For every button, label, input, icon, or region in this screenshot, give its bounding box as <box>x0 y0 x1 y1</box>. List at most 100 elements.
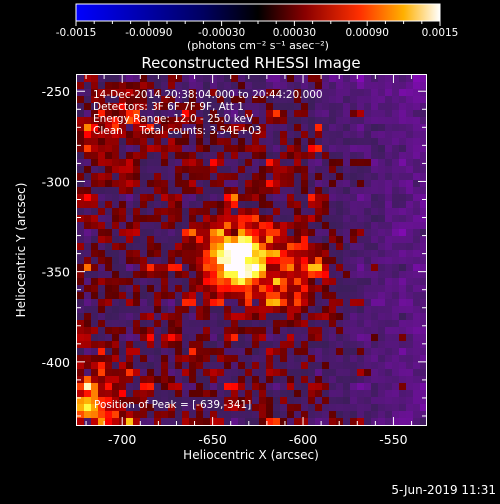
heatmap-cell <box>133 187 140 194</box>
heatmap-cell <box>350 264 357 271</box>
heatmap-cell <box>203 313 210 320</box>
heatmap-cell <box>301 383 308 390</box>
heatmap-cell <box>357 103 364 110</box>
heatmap-cell <box>343 194 350 201</box>
heatmap-cell <box>77 145 84 152</box>
heatmap-cell <box>203 341 210 348</box>
heatmap-cell <box>252 390 259 397</box>
heatmap-cell <box>245 96 252 103</box>
heatmap-cell <box>245 341 252 348</box>
heatmap-cell <box>168 327 175 334</box>
heatmap-cell <box>133 250 140 257</box>
heatmap-cell <box>168 96 175 103</box>
heatmap-cell <box>329 383 336 390</box>
heatmap-cell <box>168 201 175 208</box>
heatmap-cell <box>168 285 175 292</box>
heatmap-cell <box>315 299 322 306</box>
heatmap-cell <box>413 75 420 82</box>
heatmap-cell <box>280 257 287 264</box>
heatmap-cell <box>259 222 266 229</box>
heatmap-cell <box>245 215 252 222</box>
heatmap-cell <box>392 348 399 355</box>
heatmap-cell <box>84 194 91 201</box>
heatmap-cell <box>315 194 322 201</box>
heatmap-cell <box>224 124 231 131</box>
heatmap-cell <box>203 145 210 152</box>
heatmap-cell <box>217 355 224 362</box>
heatmap-cell <box>189 138 196 145</box>
heatmap-cell <box>133 397 140 404</box>
heatmap-cell <box>385 194 392 201</box>
heatmap-cell <box>252 103 259 110</box>
heatmap-cell <box>154 159 161 166</box>
heatmap-cell <box>112 327 119 334</box>
heatmap-cell <box>273 341 280 348</box>
heatmap-cell <box>182 215 189 222</box>
heatmap-cell <box>350 285 357 292</box>
heatmap-cell <box>182 404 189 411</box>
heatmap-cell <box>378 376 385 383</box>
heatmap-cell <box>98 187 105 194</box>
heatmap-cell <box>273 229 280 236</box>
heatmap-cell <box>266 285 273 292</box>
heatmap-cell <box>175 89 182 96</box>
heatmap-cell <box>175 75 182 82</box>
heatmap-cell <box>420 194 426 201</box>
heatmap-cell <box>399 390 406 397</box>
heatmap-cell <box>77 341 84 348</box>
heatmap-cell <box>224 313 231 320</box>
heatmap-cell <box>203 131 210 138</box>
heatmap-cell <box>329 208 336 215</box>
heatmap-cell <box>392 194 399 201</box>
heatmap-cell <box>308 264 315 271</box>
heatmap-cell <box>231 418 238 425</box>
heatmap-cell <box>217 89 224 96</box>
heatmap-cell <box>98 341 105 348</box>
heatmap-cell <box>343 124 350 131</box>
heatmap-cell <box>364 208 371 215</box>
heatmap-cell <box>266 250 273 257</box>
heatmap-cell <box>406 75 413 82</box>
heatmap-cell <box>231 166 238 173</box>
heatmap-cell <box>224 236 231 243</box>
heatmap-cell <box>343 201 350 208</box>
heatmap-cell <box>189 96 196 103</box>
heatmap-cell <box>182 243 189 250</box>
heatmap-cell <box>294 117 301 124</box>
heatmap-cell <box>329 411 336 418</box>
heatmap-cell <box>308 313 315 320</box>
heatmap-cell <box>196 89 203 96</box>
heatmap-cell <box>238 334 245 341</box>
heatmap-cell <box>308 75 315 82</box>
heatmap-cell <box>140 208 147 215</box>
heatmap-cell <box>343 110 350 117</box>
heatmap-cell <box>259 299 266 306</box>
heatmap-cell <box>182 292 189 299</box>
heatmap-cell <box>420 201 426 208</box>
heatmap-cell <box>378 159 385 166</box>
heatmap-cell <box>140 96 147 103</box>
heatmap-cell <box>196 411 203 418</box>
heatmap-cell <box>322 397 329 404</box>
heatmap-cell <box>413 180 420 187</box>
heatmap-cell <box>266 292 273 299</box>
heatmap-cell <box>357 257 364 264</box>
heatmap-cell <box>105 208 112 215</box>
heatmap-cell <box>210 264 217 271</box>
heatmap-cell <box>273 320 280 327</box>
heatmap-cell <box>161 404 168 411</box>
heatmap-cell <box>231 334 238 341</box>
heatmap-cell <box>273 327 280 334</box>
heatmap-cell <box>196 418 203 425</box>
heatmap-cell <box>77 271 84 278</box>
heatmap-cell <box>364 257 371 264</box>
heatmap-cell <box>371 285 378 292</box>
heatmap-cell <box>371 131 378 138</box>
heatmap-cell <box>294 271 301 278</box>
heatmap-cell <box>238 222 245 229</box>
heatmap-cell <box>336 250 343 257</box>
heatmap-cell <box>259 152 266 159</box>
heatmap-cell <box>91 110 98 117</box>
heatmap-cell <box>266 180 273 187</box>
heatmap-cell <box>147 320 154 327</box>
